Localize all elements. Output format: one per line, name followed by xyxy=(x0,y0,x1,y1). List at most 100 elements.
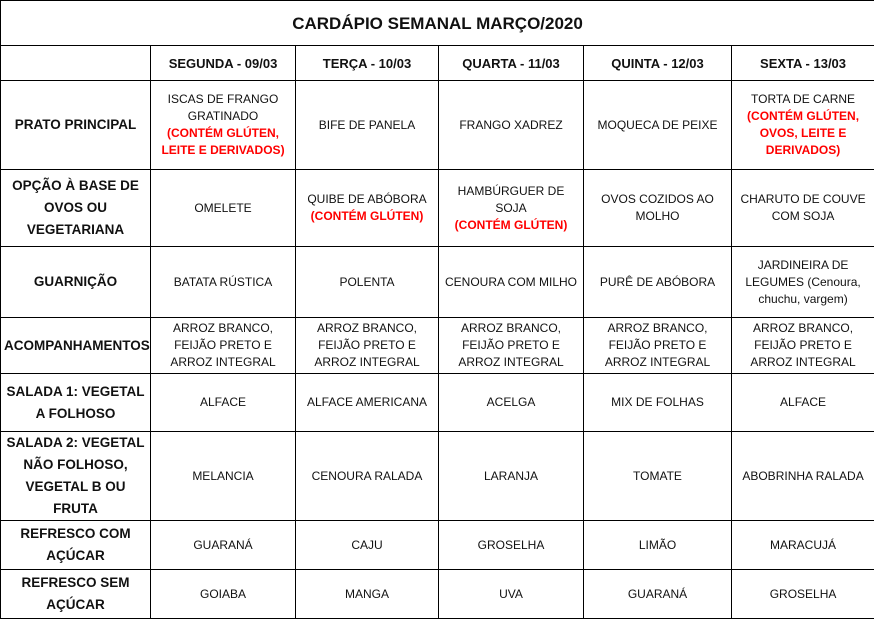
menu-cell: FRANGO XADREZ xyxy=(439,81,584,170)
corner-cell xyxy=(1,46,151,81)
dish-name: CAJU xyxy=(299,537,435,554)
dish-name: ALFACE AMERICANA xyxy=(299,394,435,411)
menu-row: SALADA 2: VEGETAL NÃO FOLHOSO, VEGETAL B… xyxy=(1,432,874,521)
menu-cell: ACELGA xyxy=(439,374,584,432)
menu-cell: MARACUJÁ xyxy=(732,521,874,570)
row-label: PRATO PRINCIPAL xyxy=(1,81,151,170)
row-label: ACOMPANHAMENTOS xyxy=(1,318,151,374)
dish-name: GOIABA xyxy=(154,586,292,603)
allergen-warning: (CONTÉM GLÚTEN) xyxy=(299,208,435,225)
dish-name: ALFACE xyxy=(154,394,292,411)
menu-cell: MELANCIA xyxy=(151,432,296,521)
dish-name: TORTA DE CARNE xyxy=(735,91,871,108)
menu-cell: CHARUTO DE COUVE COM SOJA xyxy=(732,170,874,247)
menu-cell: ALFACE xyxy=(151,374,296,432)
dish-name: MANGA xyxy=(299,586,435,603)
menu-cell: BIFE DE PANELA xyxy=(296,81,439,170)
dish-name: GUARANÁ xyxy=(154,537,292,554)
dish-name: ACELGA xyxy=(442,394,580,411)
row-label: OPÇÃO À BASE DE OVOS OU VEGETARIANA xyxy=(1,170,151,247)
menu-title: CARDÁPIO SEMANAL MARÇO/2020 xyxy=(1,1,874,46)
dish-name: OMELETE xyxy=(154,200,292,217)
menu-cell: TOMATE xyxy=(584,432,732,521)
menu-cell: TORTA DE CARNE(CONTÉM GLÚTEN, OVOS, LEIT… xyxy=(732,81,874,170)
dish-name: CENOURA RALADA xyxy=(299,468,435,485)
dish-name: CENOURA COM MILHO xyxy=(442,274,580,291)
dish-name: MELANCIA xyxy=(154,468,292,485)
dish-name: GROSELHA xyxy=(735,586,871,603)
allergen-warning: (CONTÉM GLÚTEN, OVOS, LEITE E DERIVADOS) xyxy=(735,108,871,159)
dish-name: ABOBRINHA RALADA xyxy=(735,468,871,485)
day-header: SEXTA - 13/03 xyxy=(732,46,874,81)
dish-name: ARROZ BRANCO, FEIJÃO PRETO E ARROZ INTEG… xyxy=(735,320,871,371)
menu-cell: ABOBRINHA RALADA xyxy=(732,432,874,521)
dish-name: HAMBÚRGUER DE SOJA xyxy=(442,183,580,217)
row-label: SALADA 2: VEGETAL NÃO FOLHOSO, VEGETAL B… xyxy=(1,432,151,521)
dish-name: POLENTA xyxy=(299,274,435,291)
menu-cell: ARROZ BRANCO, FEIJÃO PRETO E ARROZ INTEG… xyxy=(732,318,874,374)
menu-cell: MANGA xyxy=(296,570,439,619)
allergen-warning: (CONTÉM GLÚTEN) xyxy=(442,217,580,234)
dish-name: BIFE DE PANELA xyxy=(299,117,435,134)
dish-name: BATATA RÚSTICA xyxy=(154,274,292,291)
menu-cell: UVA xyxy=(439,570,584,619)
dish-name: MARACUJÁ xyxy=(735,537,871,554)
menu-cell: JARDINEIRA DE LEGUMES (Cenoura, chuchu, … xyxy=(732,247,874,318)
menu-cell: CAJU xyxy=(296,521,439,570)
dish-name: MIX DE FOLHAS xyxy=(587,394,728,411)
row-label: GUARNIÇÃO xyxy=(1,247,151,318)
menu-cell: ARROZ BRANCO, FEIJÃO PRETO E ARROZ INTEG… xyxy=(439,318,584,374)
dish-name: LARANJA xyxy=(442,468,580,485)
row-label: REFRESCO COM AÇÚCAR xyxy=(1,521,151,570)
dish-name: UVA xyxy=(442,586,580,603)
dish-name: QUIBE DE ABÓBORA xyxy=(299,191,435,208)
menu-cell: MIX DE FOLHAS xyxy=(584,374,732,432)
dish-name: ARROZ BRANCO, FEIJÃO PRETO E ARROZ INTEG… xyxy=(299,320,435,371)
menu-cell: MOQUECA DE PEIXE xyxy=(584,81,732,170)
row-label: REFRESCO SEM AÇÚCAR xyxy=(1,570,151,619)
menu-cell: QUIBE DE ABÓBORA(CONTÉM GLÚTEN) xyxy=(296,170,439,247)
dish-name: ALFACE xyxy=(735,394,871,411)
dish-name: ARROZ BRANCO, FEIJÃO PRETO E ARROZ INTEG… xyxy=(587,320,728,371)
dish-name: ARROZ BRANCO, FEIJÃO PRETO E ARROZ INTEG… xyxy=(442,320,580,371)
dish-name: PURÊ DE ABÓBORA xyxy=(587,274,728,291)
menu-cell: ARROZ BRANCO, FEIJÃO PRETO E ARROZ INTEG… xyxy=(151,318,296,374)
menu-cell: GOIABA xyxy=(151,570,296,619)
menu-cell: BATATA RÚSTICA xyxy=(151,247,296,318)
menu-cell: ALFACE xyxy=(732,374,874,432)
menu-cell: HAMBÚRGUER DE SOJA(CONTÉM GLÚTEN) xyxy=(439,170,584,247)
menu-cell: CENOURA COM MILHO xyxy=(439,247,584,318)
dish-name: JARDINEIRA DE LEGUMES (Cenoura, chuchu, … xyxy=(735,257,871,308)
day-header: TERÇA - 10/03 xyxy=(296,46,439,81)
menu-cell: PURÊ DE ABÓBORA xyxy=(584,247,732,318)
dish-name: TOMATE xyxy=(587,468,728,485)
row-label: SALADA 1: VEGETAL A FOLHOSO xyxy=(1,374,151,432)
title-row: CARDÁPIO SEMANAL MARÇO/2020 xyxy=(1,1,874,46)
menu-cell: OVOS COZIDOS AO MOLHO xyxy=(584,170,732,247)
menu-cell: ISCAS DE FRANGO GRATINADO(CONTÉM GLÚTEN,… xyxy=(151,81,296,170)
dish-name: FRANGO XADREZ xyxy=(442,117,580,134)
dish-name: MOQUECA DE PEIXE xyxy=(587,117,728,134)
day-header: QUINTA - 12/03 xyxy=(584,46,732,81)
dish-name: ARROZ BRANCO, FEIJÃO PRETO E ARROZ INTEG… xyxy=(154,320,292,371)
menu-cell: GROSELHA xyxy=(732,570,874,619)
day-header: SEGUNDA - 09/03 xyxy=(151,46,296,81)
dish-name: ISCAS DE FRANGO GRATINADO xyxy=(154,91,292,125)
menu-cell: OMELETE xyxy=(151,170,296,247)
menu-cell: GUARANÁ xyxy=(151,521,296,570)
menu-cell: POLENTA xyxy=(296,247,439,318)
menu-cell: GROSELHA xyxy=(439,521,584,570)
menu-cell: LARANJA xyxy=(439,432,584,521)
menu-cell: ARROZ BRANCO, FEIJÃO PRETO E ARROZ INTEG… xyxy=(296,318,439,374)
allergen-warning: (CONTÉM GLÚTEN, LEITE E DERIVADOS) xyxy=(154,125,292,159)
dish-name: GUARANÁ xyxy=(587,586,728,603)
dish-name: CHARUTO DE COUVE COM SOJA xyxy=(735,191,871,225)
menu-cell: LIMÃO xyxy=(584,521,732,570)
